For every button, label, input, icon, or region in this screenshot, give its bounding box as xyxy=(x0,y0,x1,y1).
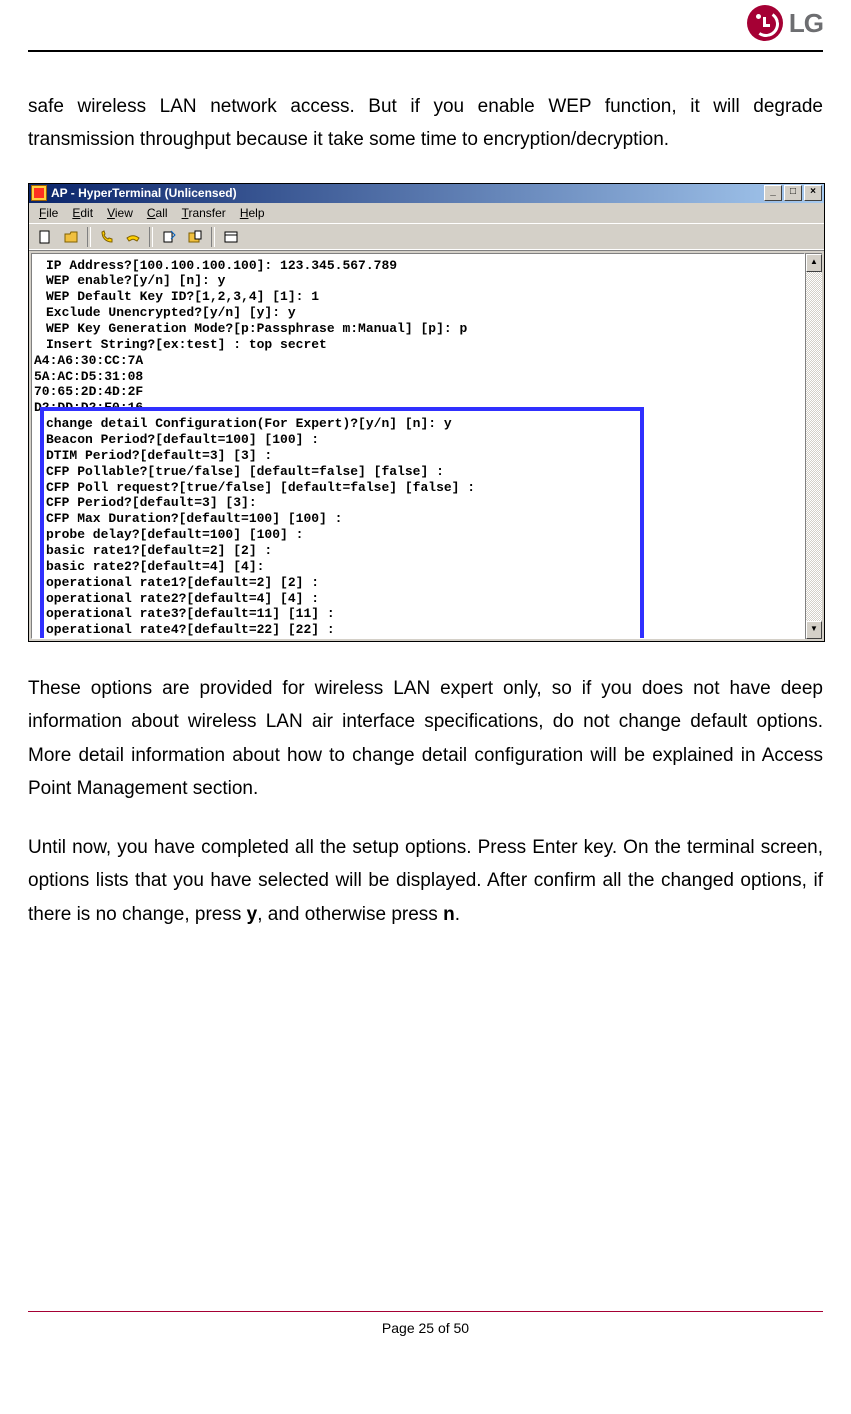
terminal-line: CFP Period?[default=3] [3]: xyxy=(34,495,802,511)
terminal-line: DTIM Period?[default=3] [3] : xyxy=(34,448,802,464)
terminal-line: CFP Poll request?[true/false] [default=f… xyxy=(34,480,802,496)
toolbar xyxy=(29,223,824,251)
terminal-content: IP Address?[100.100.100.100]: 123.345.56… xyxy=(31,253,805,640)
footer-rule xyxy=(28,1311,823,1312)
terminal-line: Insert String?[ex:test] : top secret xyxy=(34,337,802,353)
toolbar-call-icon[interactable] xyxy=(95,226,119,248)
p3-key-y: y xyxy=(247,904,258,925)
terminal-line: CFP Pollable?[true/false] [default=false… xyxy=(34,464,802,480)
toolbar-open-icon[interactable] xyxy=(59,226,83,248)
toolbar-new-icon[interactable] xyxy=(33,226,57,248)
scrollbar[interactable]: ▲ ▼ xyxy=(805,253,822,640)
maximize-button[interactable]: □ xyxy=(784,185,802,201)
toolbar-receive-icon[interactable] xyxy=(183,226,207,248)
terminal-line: operational rate3?[default=11] [11] : xyxy=(34,606,802,622)
menu-view[interactable]: View xyxy=(101,205,139,221)
toolbar-hangup-icon[interactable] xyxy=(121,226,145,248)
header-rule xyxy=(28,50,823,52)
titlebar[interactable]: AP - HyperTerminal (Unlicensed) _ □ × xyxy=(29,184,824,203)
menu-help[interactable]: Help xyxy=(234,205,271,221)
terminal-line: operational rate1?[default=2] [2] : xyxy=(34,575,802,591)
paragraph-1: safe wireless LAN network access. But if… xyxy=(28,90,823,157)
close-button[interactable]: × xyxy=(804,185,822,201)
menu-edit[interactable]: Edit xyxy=(66,205,99,221)
terminal-line: basic rate2?[default=4] [4]: xyxy=(34,559,802,575)
menu-transfer[interactable]: Transfer xyxy=(176,205,232,221)
terminal-line: D2:DD:D2:E0:16 xyxy=(34,400,802,416)
paragraph-2: These options are provided for wireless … xyxy=(28,672,823,805)
terminal-line: 70:65:2D:4D:2F xyxy=(34,384,802,400)
minimize-button[interactable]: _ xyxy=(764,185,782,201)
toolbar-separator xyxy=(149,227,153,247)
p3-text: , and otherwise press xyxy=(257,904,443,925)
scroll-track[interactable] xyxy=(806,272,822,622)
terminal-line: change detail Configuration(For Expert)?… xyxy=(34,416,802,432)
toolbar-send-icon[interactable] xyxy=(157,226,181,248)
scroll-down-button[interactable]: ▼ xyxy=(806,621,822,639)
lg-logo: LG xyxy=(747,5,823,41)
terminal-line: Beacon Period?[default=100] [100] : xyxy=(34,432,802,448)
toolbar-separator xyxy=(87,227,91,247)
terminal-line: basic rate1?[default=2] [2] : xyxy=(34,543,802,559)
terminal-line: A4:A6:30:CC:7A xyxy=(34,353,802,369)
lg-face-icon xyxy=(747,5,783,41)
page-footer: Page 25 of 50 xyxy=(28,1320,823,1356)
terminal-line: probe delay?[default=100] [100] : xyxy=(34,527,802,543)
terminal-line: IP Address?[100.100.100.100]: 123.345.56… xyxy=(34,258,802,274)
terminal-line: WEP enable?[y/n] [n]: y xyxy=(34,273,802,289)
terminal-line: WEP Key Generation Mode?[p:Passphrase m:… xyxy=(34,321,802,337)
terminal-line: Exclude Unencrypted?[y/n] [y]: y xyxy=(34,305,802,321)
scroll-up-button[interactable]: ▲ xyxy=(806,254,822,272)
paragraph-3: Until now, you have completed all the se… xyxy=(28,831,823,931)
terminal-line: operational rate4?[default=22] [22] : xyxy=(34,622,802,638)
terminal-line: WEP Default Key ID?[1,2,3,4] [1]: 1 xyxy=(34,289,802,305)
app-icon xyxy=(31,185,47,201)
hyperterminal-window: AP - HyperTerminal (Unlicensed) _ □ × Fi… xyxy=(28,183,825,643)
terminal-line: operational rate2?[default=4] [4] : xyxy=(34,591,802,607)
toolbar-properties-icon[interactable] xyxy=(219,226,243,248)
terminal-line: CFP Max Duration?[default=100] [100] : xyxy=(34,511,802,527)
toolbar-separator xyxy=(211,227,215,247)
page-header: LG xyxy=(28,0,823,46)
menu-file[interactable]: File xyxy=(33,205,64,221)
menubar: File Edit View Call Transfer Help xyxy=(29,203,824,223)
menu-call[interactable]: Call xyxy=(141,205,174,221)
p3-text: . xyxy=(455,904,460,925)
lg-logo-text: LG xyxy=(789,8,823,39)
window-title: AP - HyperTerminal (Unlicensed) xyxy=(51,186,762,200)
terminal-line: 5A:AC:D5:31:08 xyxy=(34,369,802,385)
p3-key-n: n xyxy=(443,904,455,925)
